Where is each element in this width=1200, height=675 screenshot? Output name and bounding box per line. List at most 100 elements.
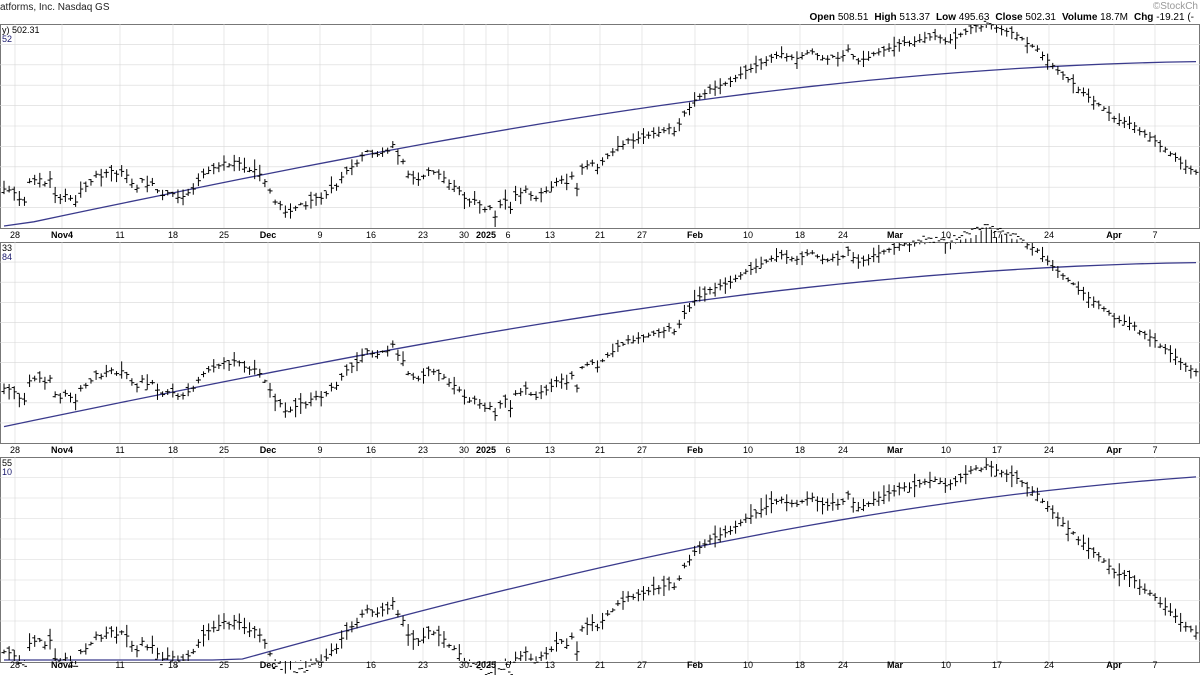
price-bar — [814, 254, 820, 259]
price-bar — [37, 638, 43, 643]
price-bar — [446, 179, 452, 190]
price-bar — [953, 28, 959, 50]
price-bar — [1050, 505, 1056, 520]
price-bar — [589, 359, 595, 366]
price-bar — [88, 378, 94, 384]
price-bar — [1167, 603, 1173, 617]
price-bar — [927, 237, 933, 243]
price-bar — [47, 628, 53, 650]
price-bar — [988, 460, 994, 477]
price-bar — [866, 501, 872, 507]
price-bar — [789, 54, 795, 61]
x-tick-label: 13 — [545, 660, 555, 670]
price-bar — [999, 25, 1005, 36]
price-bar — [610, 608, 616, 613]
price-bar — [538, 385, 544, 400]
price-bar — [1193, 625, 1199, 640]
price-bar — [1040, 498, 1046, 504]
price-bar — [574, 182, 580, 197]
price-bar — [651, 330, 657, 337]
price-bar — [907, 243, 913, 253]
price-bar — [170, 383, 176, 398]
price-bar — [68, 195, 74, 201]
price-bar — [272, 393, 278, 412]
price-bar — [528, 653, 534, 661]
price-bar — [98, 168, 104, 187]
x-tick-label: 17 — [992, 660, 1002, 670]
x-tick-label: 21 — [595, 660, 605, 670]
price-bar — [630, 133, 636, 149]
price-bar — [165, 647, 171, 661]
x-tick-label: 6 — [505, 445, 510, 455]
price-bar — [901, 36, 907, 47]
price-bar — [114, 371, 120, 376]
x-tick-label: 27 — [637, 660, 647, 670]
price-bar — [21, 196, 27, 206]
price-bar — [62, 188, 68, 202]
x-tick-label: 10 — [743, 445, 753, 455]
price-bar — [692, 289, 698, 306]
price-bar — [584, 361, 590, 367]
price-bar — [528, 391, 534, 397]
price-bar — [57, 194, 63, 205]
price-bar — [1183, 621, 1189, 632]
price-bar — [564, 638, 570, 649]
x-tick-label: 18 — [795, 445, 805, 455]
price-bar — [1080, 87, 1086, 97]
price-bar — [395, 149, 401, 165]
price-bar — [477, 661, 483, 670]
price-bar — [385, 601, 391, 615]
price-bar — [1070, 74, 1076, 94]
price-bar — [1167, 345, 1173, 363]
price-bar — [1045, 255, 1051, 266]
price-bar — [83, 181, 89, 193]
price-bar — [170, 650, 176, 662]
price-bar — [1106, 106, 1112, 122]
price-bar — [1183, 362, 1189, 372]
price-bar — [323, 390, 329, 397]
x-tick-label: 10 — [941, 660, 951, 670]
price-bar — [165, 190, 171, 196]
price-bar — [1060, 71, 1066, 80]
price-bar — [937, 34, 943, 44]
price-bar — [206, 623, 212, 641]
x-tick-label: Nov4 — [51, 445, 73, 455]
x-tick-label: 11 — [115, 230, 124, 240]
price-bar — [866, 254, 872, 266]
price-bar — [548, 181, 554, 193]
price-bar — [328, 382, 334, 392]
price-bar — [1065, 77, 1071, 83]
price-bar — [958, 235, 964, 243]
price-bar — [461, 389, 467, 405]
price-bar — [671, 126, 677, 137]
price-bar — [298, 393, 304, 414]
price-bar — [231, 154, 237, 172]
price-bar — [134, 184, 140, 193]
ohlc-low: Low 495.63 — [936, 12, 990, 23]
x-tick-label: 2025 — [476, 660, 496, 670]
price-bar — [154, 647, 160, 660]
price-bar — [809, 48, 815, 55]
price-bar — [431, 170, 437, 175]
price-bar — [103, 364, 109, 378]
x-tick-label: Mar — [887, 445, 904, 455]
price-bar — [211, 163, 217, 175]
price-bar — [615, 600, 621, 607]
price-bar — [390, 141, 396, 149]
price-bar — [958, 473, 964, 483]
price-bar — [1029, 243, 1035, 256]
price-bar — [533, 656, 539, 664]
price-bar — [620, 590, 626, 610]
price-bar — [886, 484, 892, 502]
price-bar — [789, 499, 795, 508]
price-bar — [988, 225, 994, 243]
price-bar — [748, 63, 754, 73]
price-bar — [1096, 300, 1102, 310]
price-bar — [845, 44, 851, 53]
price-bar — [963, 231, 969, 243]
price-bar — [804, 49, 810, 55]
price-bar — [584, 617, 590, 635]
price-bar — [768, 255, 774, 262]
price-bar — [758, 58, 764, 70]
